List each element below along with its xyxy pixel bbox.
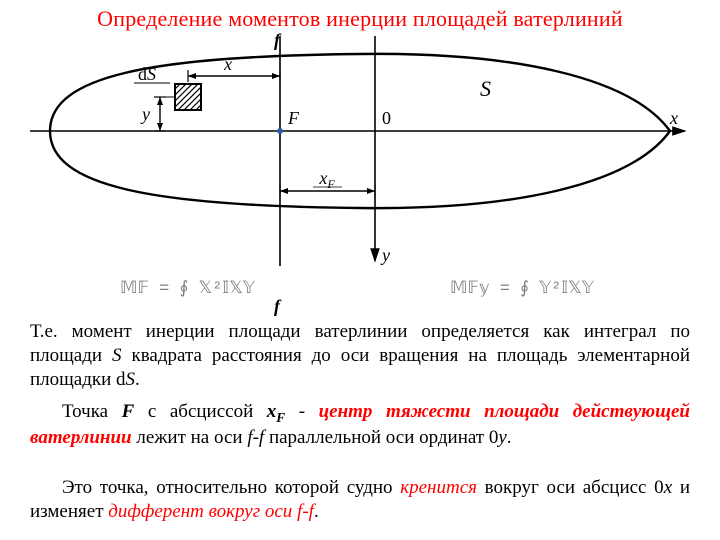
- p2-f: -: [285, 401, 318, 422]
- paragraph-2: Точка F с абсциссой xF - центр тяжести п…: [30, 400, 690, 450]
- p2-i: f-f: [247, 427, 264, 448]
- formula-row: 𝕄𝔽 = ∮ 𝕏²𝕀𝕏𝕐 𝕄𝔽𝕪 = ∮ 𝕐²𝕀𝕏𝕐: [0, 278, 720, 318]
- svg-text:y: y: [380, 245, 390, 265]
- p3-d: x: [664, 477, 672, 498]
- p2-k: y: [498, 427, 506, 448]
- svg-text:S: S: [480, 76, 491, 101]
- slide-title: Определение моментов инерции площадей ва…: [0, 6, 720, 32]
- p3-b: кренится: [400, 477, 477, 498]
- p2-d: x: [267, 401, 277, 422]
- p2-j: параллельной оси ординат 0: [264, 427, 498, 448]
- paragraph-1: Т.е. момент инерции площади ватерлинии о…: [30, 320, 690, 391]
- p2-e: F: [276, 410, 285, 425]
- svg-text:dS: dS: [138, 64, 156, 84]
- paragraph-3: Это точка, относительно которой судно кр…: [30, 476, 690, 524]
- p3-i: .: [314, 501, 319, 522]
- p1-d: S: [126, 369, 136, 390]
- p3-a: Это точка, относительно которой судно: [62, 477, 400, 498]
- svg-text:x: x: [669, 108, 678, 128]
- p2-c: с абсциссой: [134, 401, 266, 422]
- svg-text:xF: xF: [318, 168, 335, 191]
- svg-text:F: F: [287, 108, 300, 128]
- f-label-bot: f: [274, 296, 280, 317]
- slide: Определение моментов инерции площадей ва…: [0, 0, 720, 540]
- p2-b: F: [122, 401, 135, 422]
- p2-a: Точка: [62, 401, 122, 422]
- p1-b: S: [112, 345, 122, 366]
- p1-e: .: [135, 369, 140, 390]
- p3-h: вокруг оси f-f: [209, 501, 314, 522]
- p2-h: лежит на оси: [132, 427, 248, 448]
- formula-right: 𝕄𝔽𝕪 = ∮ 𝕐²𝕀𝕏𝕐: [450, 278, 594, 299]
- svg-text:x: x: [223, 54, 232, 74]
- formula-left: 𝕄𝔽 = ∮ 𝕏²𝕀𝕏𝕐: [120, 278, 255, 299]
- p3-f: дифферент: [108, 501, 204, 522]
- p2-l: .: [507, 427, 512, 448]
- p3-c: вокруг оси абсцисс 0: [477, 477, 664, 498]
- waterline-diagram: x y 0 F S dS x y: [30, 36, 690, 266]
- svg-text:0: 0: [382, 108, 391, 128]
- svg-text:y: y: [140, 104, 150, 124]
